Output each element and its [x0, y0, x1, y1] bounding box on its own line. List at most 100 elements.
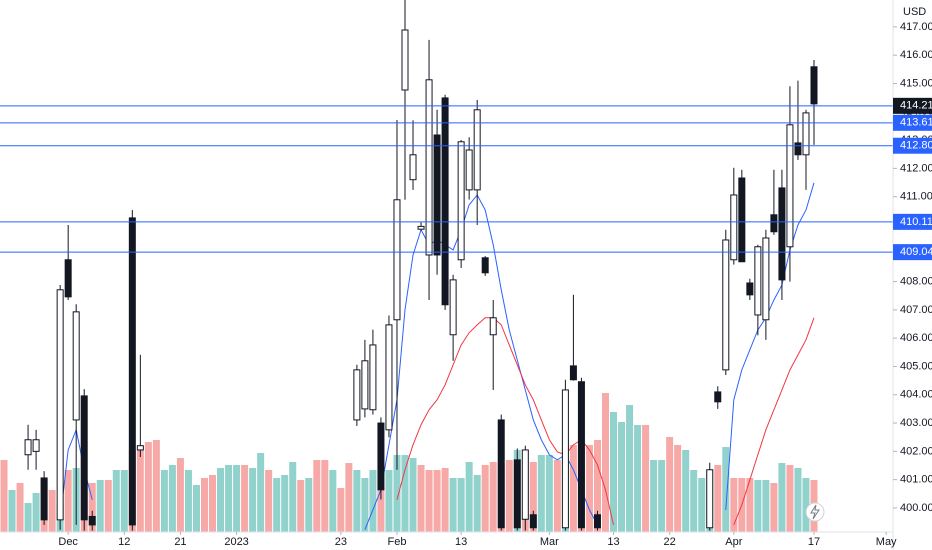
candle-body [810, 66, 818, 105]
candle-body [393, 199, 401, 321]
candle-body [353, 369, 361, 421]
volume-bar [305, 478, 313, 532]
candle-body [377, 422, 385, 491]
level-label: 409.04 [900, 246, 932, 258]
volume-bar [369, 470, 377, 532]
volume-bar [313, 460, 321, 532]
volume-bar [714, 465, 722, 532]
candle-body [746, 282, 754, 296]
y-tick-label: 404.00 [900, 389, 932, 401]
volume-bar [754, 480, 762, 532]
volume-bar [201, 478, 209, 532]
plot-area [0, 0, 893, 532]
volume-bar [601, 393, 609, 532]
candle-body [425, 79, 433, 256]
volume-bar [553, 460, 561, 532]
volume-bar [642, 425, 650, 532]
volume-bar [337, 488, 345, 532]
volume-bar [96, 480, 104, 532]
volume-bar [249, 468, 257, 532]
volume-bar [417, 465, 425, 532]
volume-bar [209, 475, 217, 532]
y-tick-label: 416.00 [900, 49, 932, 61]
replay-icon[interactable] [805, 502, 825, 522]
y-tick-label: 412.00 [900, 162, 932, 174]
volume-bar [634, 425, 642, 532]
volume-bar [666, 437, 674, 532]
candle-body [481, 257, 489, 274]
volume-bar [610, 412, 618, 532]
volume-bar [152, 440, 160, 532]
candle-body [762, 237, 770, 321]
volume-bar [650, 460, 658, 532]
x-tick-label: Feb [387, 536, 406, 548]
candle-body [40, 477, 48, 521]
volume-bar [225, 465, 233, 532]
volume-bar [265, 470, 273, 532]
volume-bar [321, 460, 329, 532]
volume-bar [746, 478, 754, 532]
volume-bar [593, 440, 601, 532]
y-tick-label: 401.00 [900, 474, 932, 486]
level-label-box [893, 213, 932, 230]
candle-body [521, 449, 529, 520]
volume-bar [762, 480, 770, 532]
volume-bar [361, 478, 369, 532]
volume-bar [0, 460, 8, 532]
x-tick-label: Mar [540, 536, 559, 548]
candle-body [786, 124, 794, 248]
y-tick-label: 406.00 [900, 332, 932, 344]
y-tick-label: 411.00 [900, 191, 932, 203]
candle-body [770, 214, 778, 233]
candle-body [738, 177, 746, 263]
candle-body [465, 149, 473, 191]
volume-bar [698, 478, 706, 532]
x-tick-label: 17 [808, 536, 820, 548]
level-label-box [893, 137, 932, 154]
y-tick-label: 415.00 [900, 77, 932, 89]
x-tick-label: 13 [455, 536, 467, 548]
volume-bar [64, 470, 72, 532]
volume-bar [626, 405, 634, 532]
volume-bar [217, 468, 225, 532]
volume-bar [545, 455, 553, 532]
volume-bar [457, 478, 465, 532]
volume-bar [24, 503, 32, 532]
y-tick-label: 407.00 [900, 304, 932, 316]
volume-bar [537, 455, 545, 532]
candle-body [497, 419, 505, 529]
level-label-box [893, 114, 932, 131]
volume-bar [168, 465, 176, 532]
volume-bar [401, 455, 409, 532]
x-tick-label: 2023 [224, 536, 248, 548]
candle-body [417, 225, 425, 230]
candle-body [593, 514, 601, 529]
volume-bar [385, 470, 393, 532]
volume-bar [786, 465, 794, 532]
candle-body [369, 344, 377, 411]
candle-body [136, 445, 144, 451]
volume-bar [778, 463, 786, 532]
volume-bar [136, 450, 144, 532]
volume-bar [393, 455, 401, 532]
candle-body [561, 389, 569, 529]
x-tick-label: 23 [335, 536, 347, 548]
volume-bar [449, 478, 457, 532]
level-label-box [893, 244, 932, 261]
candle-body [489, 317, 497, 336]
candle-body [128, 217, 136, 526]
candle-body [24, 439, 32, 456]
candle-body [457, 141, 465, 261]
candle-body [778, 187, 786, 281]
y-axis-label: USD [903, 6, 926, 18]
volume-bar [770, 483, 778, 532]
candle-body [569, 365, 577, 381]
volume-bar [529, 462, 537, 532]
volume-bar [112, 470, 120, 532]
candle-body [513, 459, 521, 529]
level-label: 410.11 [900, 216, 932, 228]
volume-bar [585, 445, 593, 532]
volume-bar [8, 490, 16, 532]
